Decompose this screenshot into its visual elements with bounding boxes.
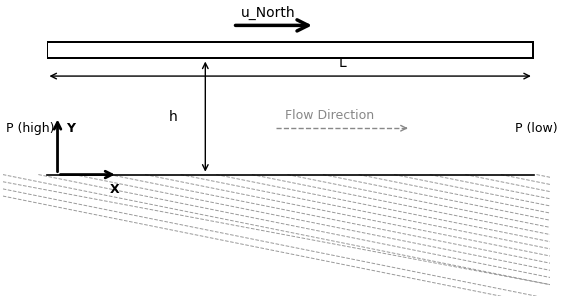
- Bar: [46, 41, 534, 59]
- Text: Flow Direction: Flow Direction: [285, 109, 374, 122]
- Text: u_North: u_North: [241, 5, 295, 20]
- Text: Y: Y: [66, 122, 75, 135]
- Text: L: L: [338, 56, 346, 70]
- Text: X: X: [110, 183, 120, 196]
- Text: P (low): P (low): [515, 122, 557, 135]
- Bar: [48, 43, 532, 57]
- Text: P (high): P (high): [6, 122, 54, 135]
- Text: h: h: [169, 110, 178, 123]
